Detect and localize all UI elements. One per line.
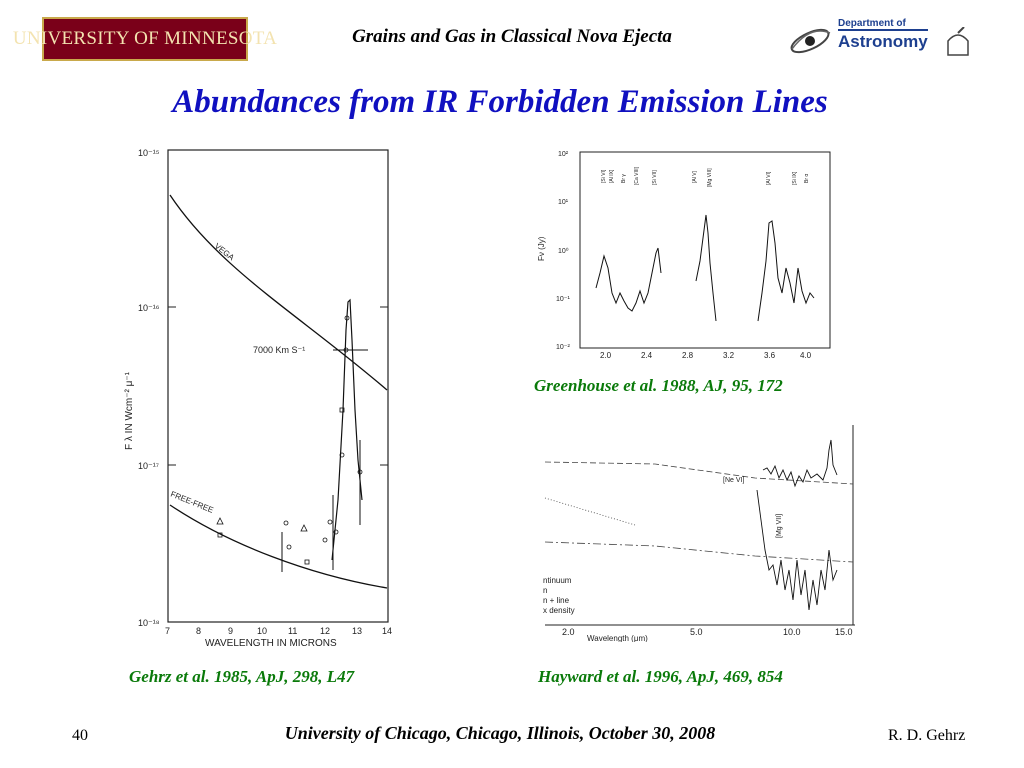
spectrum-segment-m (757, 220, 815, 322)
caption-hayward: Hayward et al. 1996, ApJ, 469, 854 (538, 667, 783, 686)
astro-dept-text: Department of (838, 18, 906, 29)
y-tick-label: 10² (558, 151, 569, 158)
hayward-spectrum-figure: 2.0 5.0 10.0 15.0 Wavelength (μm) [Ne VI… (543, 425, 855, 642)
spectrum-lower (756, 489, 838, 611)
footer-author: R. D. Gehrz (888, 727, 966, 744)
x-tick-label: 2.0 (562, 627, 575, 637)
decade-ticks (168, 306, 388, 466)
free-free-curve (169, 504, 388, 589)
legend-item: ntinuum (543, 576, 572, 585)
x-tick-label: 2.8 (682, 351, 694, 360)
spectrum-segment-l (695, 214, 717, 322)
data-points (216, 315, 363, 565)
line-id-labels: [Si VI] [Al IX] Br γ [Ca VIII] [Si VII] … (601, 166, 810, 187)
line-id-label: [Si VII] (652, 170, 658, 185)
footer-venue: University of Chicago, Chicago, Illinois… (284, 723, 716, 743)
vega-curve (169, 194, 388, 391)
plot-frame (167, 149, 389, 623)
line-id-label: [Ca VIII] (634, 166, 640, 185)
y-tick-label: 10⁻¹⁷ (138, 461, 159, 471)
x-tick-label: 3.6 (764, 351, 776, 360)
line-id-label: [Mg VII] (776, 514, 783, 538)
emission-line-profile (331, 298, 363, 561)
x-tick-label: 8 (196, 626, 201, 636)
x-tick-label: 2.4 (641, 351, 653, 360)
astronomy-department-logo: Department of Astronomy (786, 15, 976, 65)
line-id-label: [Mg VIII] (707, 168, 713, 187)
line-id-label: [Si IX] (792, 171, 798, 185)
y-tick-label: 10⁻¹⁵ (138, 148, 160, 158)
x-tick-label: 9 (228, 626, 233, 636)
legend: ntinuum n n + line x density (543, 576, 575, 615)
x-tick-label: 2.0 (600, 351, 612, 360)
line-id-label: Br α (804, 174, 810, 183)
x-tick-label: 10 (257, 626, 267, 636)
x-tick-label: 4.0 (800, 351, 812, 360)
y-tick-label: 10⁰ (558, 247, 569, 255)
spectrum-segment-k (595, 247, 662, 312)
umn-logo-text: UNIVERSITY OF MINNESOTA (12, 28, 278, 49)
x-tick-label: 7 (165, 626, 170, 636)
y-tick-label: 10⁻¹ (556, 296, 570, 303)
observatory-icon (947, 27, 969, 56)
gehrz-spectrum-figure: 10⁻¹⁵ 10⁻¹⁶ 10⁻¹⁷ 10⁻¹⁸ 7 8 9 10 11 12 1… (124, 148, 392, 649)
astro-name-text: Astronomy (838, 29, 928, 52)
plot-frame (579, 151, 831, 349)
slide-title: Abundances from IR Forbidden Emission Li… (172, 84, 828, 120)
y-tick-label: 10⁻¹⁸ (138, 618, 160, 628)
y-axis-label: Fν (Jy) (537, 236, 546, 261)
line-id-label: [Al V] (692, 170, 698, 183)
free-free-label: FREE-FREE (169, 490, 214, 515)
continuum-dotted (544, 497, 636, 526)
x-tick-label: 12 (320, 626, 330, 636)
line-id-label: [Al IX] (609, 169, 615, 183)
university-of-minnesota-logo: UNIVERSITY OF MINNESOTA (13, 17, 277, 61)
legend-item: n + line (543, 596, 570, 605)
header-title: Grains and Gas in Classical Nova Ejecta (352, 26, 672, 47)
x-tick-label: 11 (288, 626, 297, 636)
spectrum-upper (762, 439, 838, 488)
legend-item: x density (543, 606, 575, 615)
x-tick-label: 3.2 (723, 351, 735, 360)
x-axis-label: WAVELENGTH IN MICRONS (205, 638, 337, 649)
caption-greenhouse: Greenhouse et al. 1988, AJ, 95, 172 (534, 376, 783, 395)
continuum-dashed-upper (544, 461, 854, 485)
velocity-label: 7000 Km S⁻¹ (253, 345, 305, 355)
y-tick-label: 10⁻² (556, 344, 570, 351)
x-tick-label: 5.0 (690, 627, 703, 637)
x-tick-label: 13 (352, 626, 362, 636)
line-id-label: [Ne VI] (723, 477, 744, 484)
legend-item: n (543, 586, 547, 595)
caption-gehrz: Gehrz et al. 1985, ApJ, 298, L47 (129, 667, 355, 686)
greenhouse-spectrum-figure: 10² 10¹ 10⁰ 10⁻¹ 10⁻² Fν (Jy) 2.0 2.4 2.… (537, 151, 831, 360)
galaxy-icon (790, 28, 831, 54)
x-tick-label: 14 (382, 626, 392, 636)
page-number: 40 (72, 727, 88, 744)
y-tick-label: 10⁻¹⁶ (138, 303, 160, 313)
x-tick-label: 15.0 (835, 627, 853, 637)
line-id-label: [Al VI] (766, 171, 772, 185)
y-tick-label: 10¹ (558, 199, 569, 206)
y-axis-label: F λ IN Wcm⁻² μ⁻¹ (124, 371, 135, 450)
line-id-label: [Si VI] (601, 169, 607, 183)
x-axis-label: Wavelength (μm) (587, 634, 648, 642)
x-tick-label: 10.0 (783, 627, 801, 637)
vega-label: VEGA (213, 241, 237, 262)
continuum-dashed-lower (544, 541, 854, 563)
line-id-label: Br γ (621, 174, 627, 183)
